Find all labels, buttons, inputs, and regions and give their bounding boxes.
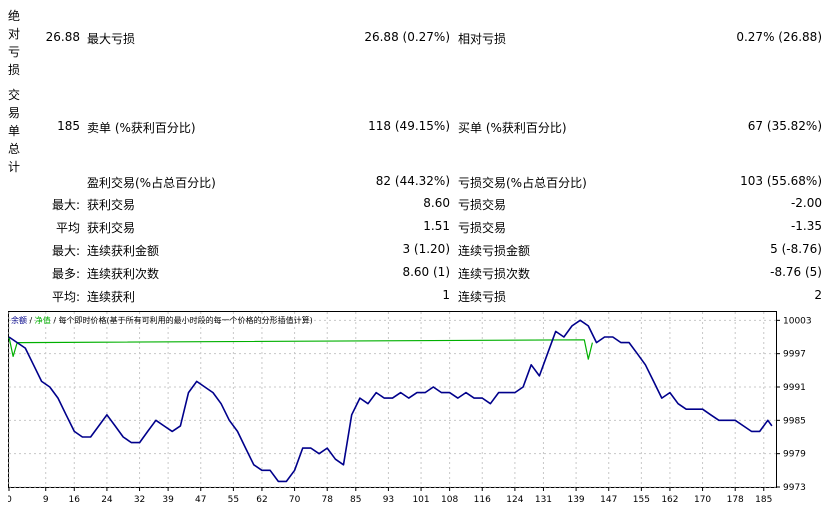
abs-drawdown-value: 26.88	[45, 30, 80, 44]
x-tick-label: 124	[506, 495, 523, 505]
legend-balance: 余额	[11, 315, 27, 325]
max-drawdown-value: 26.88 (0.27%)	[364, 30, 450, 44]
x-tick-label: 32	[134, 495, 145, 505]
x-tick-label: 185	[755, 495, 772, 505]
abs-drawdown-label: 绝对亏损	[8, 9, 21, 77]
short-trades-label: 卖单 (%获利百分比)	[87, 121, 196, 135]
row-right-label: 连续亏损次数	[458, 267, 531, 281]
row-left-value: 8.60 (1)	[402, 265, 450, 279]
x-tick-label: 39	[162, 495, 174, 505]
max-drawdown-label: 最大亏损	[87, 32, 136, 46]
x-tick-label: 147	[600, 495, 617, 505]
row-left-label: 获利交易	[87, 221, 136, 235]
balance-chart: 10003 9997 9991 9985 9979 9973 0 9 16 24 32 39 47 55…	[6, 311, 830, 510]
x-tick-label: 178	[727, 495, 744, 505]
total-trades-value: 185	[57, 119, 80, 133]
x-tick-label: 85	[350, 495, 361, 505]
row-prefix: 最大:	[51, 244, 80, 258]
row-right-value: -2.00	[790, 196, 822, 210]
x-tick-label: 9	[43, 495, 49, 505]
row-right-label: 连续亏损	[458, 290, 507, 304]
x-tick-label: 47	[195, 495, 206, 505]
profit-trades-label: 盈利交易(%占总百分比)	[87, 176, 216, 190]
row-left-label: 连续获利	[87, 290, 136, 304]
x-axis-ticks: 0 9 16 24 32 39 47 55 62 70 78 85 93 101 108 116 124 131 1…	[6, 487, 772, 505]
legend-equity: 净值	[35, 315, 51, 325]
y-axis-ticks: 10003 9997 9991 9985 9979 9973	[776, 316, 812, 493]
series-lines	[8, 319, 773, 483]
y-tick-label: 9979	[783, 450, 806, 460]
y-tick-label: 9991	[783, 383, 806, 393]
x-tick-label: 93	[383, 495, 394, 505]
x-tick-label: 155	[633, 495, 650, 505]
balance-line	[8, 319, 773, 483]
y-tick-label: 9973	[783, 483, 806, 493]
row-right-label: 亏损交易	[458, 198, 507, 212]
y-tick-label: 10003	[783, 316, 812, 326]
row-left-label: 获利交易	[87, 198, 136, 212]
row-right-value: 5 (-8.76)	[770, 242, 822, 256]
x-tick-label: 170	[694, 495, 711, 505]
row-prefix: 最大:	[51, 198, 80, 212]
chart-legend: 余额 / 净值 / 每个即时价格(基于所有可利用的最小时段的每一个价格的分形插值…	[11, 315, 313, 325]
row-left-value: 8.60	[423, 196, 450, 210]
row-right-value: 2	[814, 288, 822, 302]
loss-trades-value: 103 (55.68%)	[740, 174, 822, 188]
row-prefix: 最多:	[51, 267, 80, 281]
grid-lines	[8, 312, 776, 488]
row-right-label: 亏损交易	[458, 221, 507, 235]
x-tick-label: 131	[535, 495, 552, 505]
rel-drawdown-label: 相对亏损	[458, 32, 507, 46]
row-prefix: 平均:	[51, 290, 80, 304]
x-tick-label: 162	[661, 495, 678, 505]
row-right-label: 连续亏损金额	[458, 244, 531, 258]
x-tick-label: 139	[567, 495, 584, 505]
legend-separator: /	[27, 316, 35, 325]
x-tick-label: 55	[228, 495, 239, 505]
y-tick-label: 9997	[783, 350, 806, 360]
plot-area	[8, 311, 777, 488]
equity-line	[8, 336, 593, 360]
x-tick-label: 0	[8, 495, 12, 505]
chart-svg: 10003 9997 9991 9985 9979 9973 0 9 16 24 32 39 47 55…	[6, 311, 812, 505]
profit-trades-value: 82 (44.32%)	[375, 174, 450, 188]
short-trades-value: 118 (49.15%)	[368, 119, 450, 133]
total-trades-label: 交易单总计	[8, 88, 21, 174]
legend-separator: /	[51, 316, 59, 325]
row-left-label: 连续获利金额	[87, 244, 160, 258]
rel-drawdown-value: 0.27% (26.88)	[736, 30, 822, 44]
row-prefix: 平均	[55, 221, 80, 235]
long-trades-value: 67 (35.82%)	[747, 119, 822, 133]
row-left-label: 连续获利次数	[87, 267, 160, 281]
row-right-value: -8.76 (5)	[770, 265, 822, 279]
x-tick-label: 62	[256, 495, 267, 505]
row-left-value: 1.51	[423, 219, 450, 233]
long-trades-label: 买单 (%获利百分比)	[458, 121, 567, 135]
x-tick-label: 116	[474, 495, 491, 505]
x-tick-label: 70	[289, 495, 301, 505]
row-right-value: -1.35	[790, 219, 822, 233]
y-tick-label: 9985	[783, 416, 806, 426]
x-tick-label: 108	[441, 495, 458, 505]
row-left-value: 1	[442, 288, 450, 302]
legend-description: 每个即时价格(基于所有可利用的最小时段的每一个价格的分形插值计算)	[59, 315, 313, 325]
loss-trades-label: 亏损交易(%占总百分比)	[458, 176, 587, 190]
x-tick-label: 16	[69, 495, 81, 505]
x-tick-label: 78	[321, 495, 333, 505]
x-tick-label: 24	[101, 495, 113, 505]
row-left-value: 3 (1.20)	[402, 242, 450, 256]
x-tick-label: 101	[412, 495, 429, 505]
